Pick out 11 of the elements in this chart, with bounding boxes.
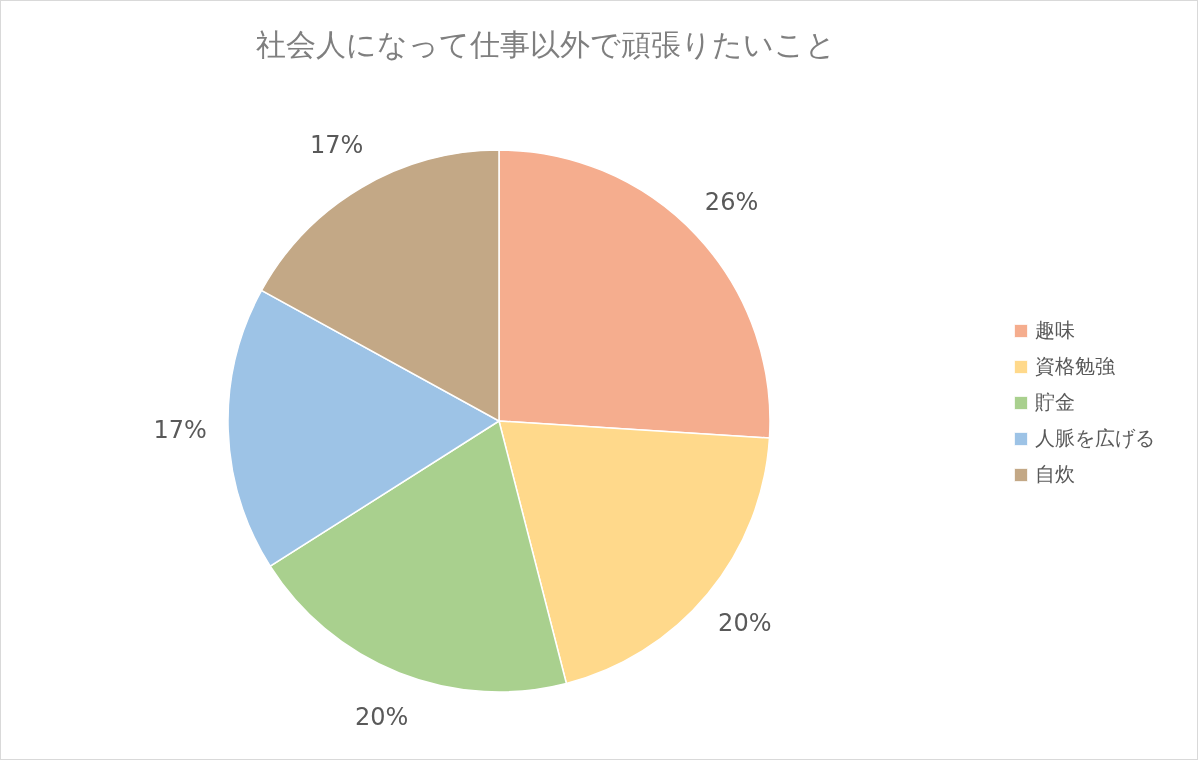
data-label: 20% bbox=[718, 609, 772, 638]
data-label: 17% bbox=[309, 131, 364, 160]
data-label: 20% bbox=[354, 702, 409, 731]
legend-label: 趣味 bbox=[1035, 318, 1075, 342]
chart-title: 社会人になって仕事以外で頑張りたいこと bbox=[256, 27, 836, 62]
data-label: 26% bbox=[704, 187, 759, 216]
legend-label: 資格勉強 bbox=[1035, 354, 1115, 378]
legend-label: 人脈を広げる bbox=[1035, 426, 1155, 450]
legend-label: 自炊 bbox=[1035, 462, 1075, 486]
data-label: 17% bbox=[153, 416, 207, 445]
legend-label: 貯金 bbox=[1035, 390, 1075, 414]
